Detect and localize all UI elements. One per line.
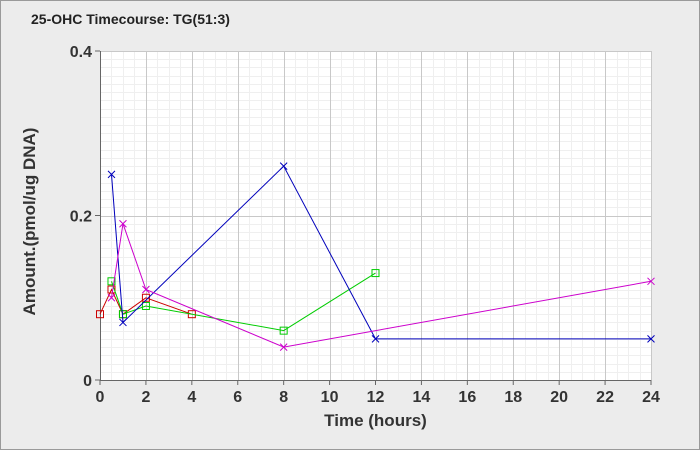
x-tick-label: 18 — [504, 389, 522, 406]
x-tick-label: 8 — [279, 389, 288, 406]
chart-title: 25-OHC Timecourse: TG(51:3) — [31, 11, 230, 27]
series-2 — [107, 269, 380, 335]
data-point — [371, 269, 380, 278]
x-tick-label: 24 — [642, 389, 660, 406]
y-axis-title: Amount.(pmol/ug DNA) — [20, 128, 39, 316]
data-point — [371, 335, 380, 343]
x-tick-label: 16 — [458, 389, 476, 406]
data-point — [279, 326, 288, 335]
data-point — [119, 318, 127, 327]
data-point — [142, 285, 150, 294]
x-tick-label: 10 — [321, 389, 339, 406]
data-point — [647, 335, 655, 343]
x-tick-label: 14 — [413, 389, 431, 406]
data-point — [107, 285, 116, 294]
y-tick-label: 0 — [83, 373, 92, 390]
data-point — [647, 277, 655, 286]
series-4 — [107, 219, 655, 351]
data-point — [141, 301, 150, 310]
data-point — [107, 170, 116, 179]
x-tick-label: 20 — [550, 389, 568, 406]
data-point — [279, 162, 288, 171]
data-point — [279, 343, 288, 351]
series-3 — [107, 162, 655, 343]
data-point — [107, 293, 116, 302]
data-point — [107, 277, 116, 286]
x-tick-label: 0 — [96, 389, 105, 406]
x-tick-label: 12 — [367, 389, 385, 406]
series-line — [111, 272, 376, 332]
data-point — [141, 293, 150, 302]
x-tick-label: 2 — [141, 389, 150, 406]
x-tick-label: 22 — [596, 389, 614, 406]
x-axis-title: Time (hours) — [324, 411, 427, 430]
y-tick-label: 0.2 — [70, 209, 92, 226]
x-tick-label: 4 — [187, 389, 196, 406]
y-tick-label: 0.4 — [70, 44, 92, 61]
x-tick-label: 6 — [233, 389, 242, 406]
data-point — [96, 310, 104, 319]
data-point — [119, 219, 127, 228]
data-point — [187, 310, 196, 319]
